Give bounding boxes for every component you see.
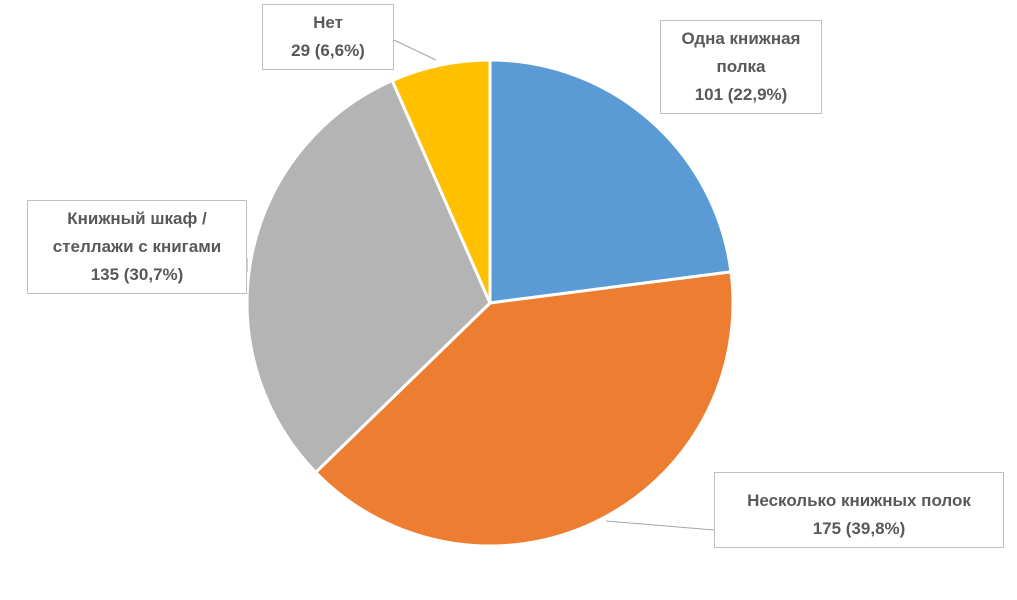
data-label-bookcase: Книжный шкаф / стеллажи с книгами 135 (3… — [27, 200, 247, 294]
data-label-bookcase-value: 135 (30,7%) — [90, 265, 184, 284]
pie-slice-none — [390, 58, 492, 305]
data-label-bookcase-line1: Книжный шкаф / — [67, 209, 207, 228]
data-label-several-shelves: Несколько книжных полок 175 (39,8%) — [714, 472, 1004, 548]
data-label-one-shelf: Одна книжная полка 101 (22,9%) — [660, 20, 822, 114]
data-label-several-shelves-line1: Несколько книжных полок — [747, 491, 971, 510]
data-label-one-shelf-line1: Одна книжная — [681, 29, 801, 48]
data-label-none-line1: Нет — [313, 13, 343, 32]
leader-line-none — [393, 39, 437, 61]
pie-slices — [245, 58, 735, 548]
pie-slice-one-shelf — [488, 58, 733, 305]
data-label-none-value: 29 (6,6%) — [291, 41, 365, 60]
pie-slice-bookcase — [245, 79, 492, 474]
data-label-one-shelf-value: 101 (22,9%) — [694, 85, 788, 104]
data-label-none: Нет 29 (6,6%) — [262, 4, 394, 70]
data-label-one-shelf-line2: полка — [716, 57, 766, 76]
data-label-several-shelves-value: 175 (39,8%) — [812, 519, 906, 538]
leader-lines — [246, 39, 715, 531]
leader-line-several-shelves — [605, 520, 715, 531]
pie-slice-several-shelves — [314, 270, 735, 548]
data-label-bookcase-line2: стеллажи с книгами — [52, 237, 222, 256]
